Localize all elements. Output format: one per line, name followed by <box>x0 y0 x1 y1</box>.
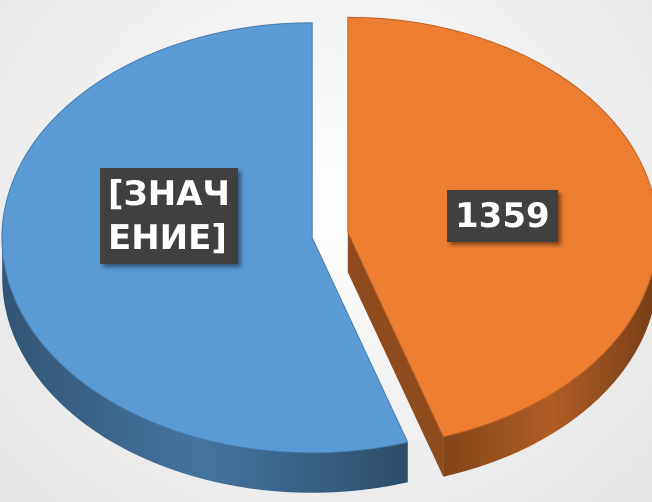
slice-wall <box>443 273 652 477</box>
slice-side <box>347 232 444 477</box>
data-label: 1359 <box>447 190 558 242</box>
slice-wall <box>2 237 408 493</box>
data-label: [ЗНАЧЕНИЕ] <box>100 168 238 264</box>
